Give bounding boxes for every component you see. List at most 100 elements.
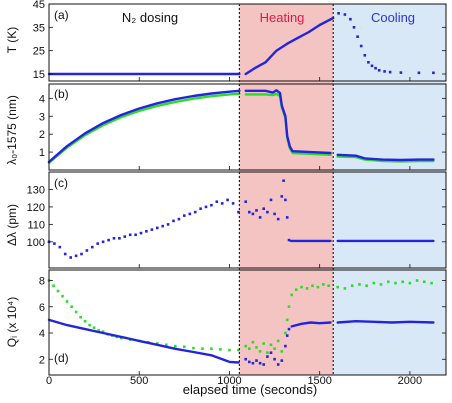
y-tick-label: 2 xyxy=(39,129,45,141)
data-point xyxy=(177,217,181,221)
data-point xyxy=(408,281,412,285)
data-point xyxy=(244,357,247,361)
panel-d-series xyxy=(47,279,435,366)
panel-frame xyxy=(48,83,447,171)
y-tick-label: 4 xyxy=(39,93,45,105)
data-point xyxy=(58,245,62,249)
data-point xyxy=(248,210,251,214)
x-tick-label: 1000 xyxy=(217,375,241,387)
data-point xyxy=(215,200,219,203)
data-point xyxy=(188,212,192,216)
data-point xyxy=(311,284,314,287)
panel-label-a: (a) xyxy=(54,8,69,22)
data-point xyxy=(383,70,386,73)
data-point xyxy=(356,35,359,38)
y-tick-label: 8 xyxy=(39,276,45,288)
data-point xyxy=(237,348,240,352)
y-tick-label: 2 xyxy=(39,354,45,366)
data-point xyxy=(123,235,127,238)
y-tick-label: 4 xyxy=(39,328,45,340)
phase-region-heating xyxy=(239,4,334,375)
data-point xyxy=(251,340,255,344)
data-point xyxy=(374,66,377,70)
data-point xyxy=(359,44,363,48)
data-point xyxy=(69,256,72,259)
data-point xyxy=(56,289,60,293)
data-point xyxy=(210,347,213,350)
data-layer xyxy=(47,12,435,366)
data-point xyxy=(269,198,273,202)
data-point xyxy=(379,283,383,286)
data-point xyxy=(327,284,330,287)
data-point xyxy=(322,283,325,286)
data-trace xyxy=(244,16,335,76)
data-point xyxy=(285,318,289,322)
panel-label-b: (b) xyxy=(54,87,69,101)
panel-a-series xyxy=(47,12,435,76)
data-point xyxy=(285,334,289,337)
data-point xyxy=(284,331,287,335)
data-point xyxy=(287,305,291,308)
data-point xyxy=(251,361,255,365)
data-point xyxy=(255,346,258,349)
y-tick-label: 35 xyxy=(33,22,45,34)
data-point xyxy=(273,212,276,216)
y-tick-label: 15 xyxy=(33,69,45,81)
data-point xyxy=(370,64,374,68)
data-trace xyxy=(336,153,435,162)
data-point xyxy=(193,210,197,214)
data-trace xyxy=(336,320,435,324)
data-point xyxy=(74,310,78,314)
data-point xyxy=(139,231,143,235)
data-point xyxy=(316,285,320,289)
data-point xyxy=(276,217,280,221)
data-point xyxy=(273,347,276,350)
data-point xyxy=(417,71,421,75)
y-tick-label: 130 xyxy=(27,184,45,196)
data-trace xyxy=(47,92,241,164)
y-tick-label: 110 xyxy=(27,219,45,231)
data-point xyxy=(258,361,262,365)
data-point xyxy=(367,61,370,64)
data-point xyxy=(290,293,293,297)
panel-frame xyxy=(48,3,447,82)
data-point xyxy=(96,242,99,245)
data-point xyxy=(65,300,69,303)
data-trace xyxy=(290,321,332,328)
data-point xyxy=(280,350,284,353)
data-point xyxy=(83,319,87,323)
data-point xyxy=(336,285,339,289)
data-trace xyxy=(336,155,435,163)
data-point xyxy=(358,283,361,286)
y-tick-label: 100 xyxy=(27,237,45,249)
data-point xyxy=(287,327,291,331)
y-tick-label: 1 xyxy=(39,147,45,159)
phase-region-cooling xyxy=(333,4,446,375)
data-point xyxy=(226,198,229,202)
data-point xyxy=(101,330,105,333)
data-point xyxy=(201,347,204,350)
data-point xyxy=(244,200,247,203)
panel-frame xyxy=(48,171,447,269)
y-axis-label-c: Δλ (pm) xyxy=(5,204,19,246)
phase-background-layer xyxy=(49,4,446,375)
data-point xyxy=(269,351,273,354)
data-point xyxy=(401,280,404,284)
data-point xyxy=(53,242,56,245)
data-point xyxy=(300,285,303,289)
data-point xyxy=(237,210,240,214)
y-tick-label: 25 xyxy=(33,46,45,58)
data-point xyxy=(343,13,347,16)
panel-frame xyxy=(48,269,447,376)
panel-label-d: (d) xyxy=(54,351,69,365)
y-tick-label: 120 xyxy=(27,202,45,214)
y-axis-label-b: λ₀-1575 (nm) xyxy=(5,95,19,165)
data-point xyxy=(415,279,419,282)
data-point xyxy=(372,281,376,285)
data-point xyxy=(388,70,392,74)
data-point xyxy=(262,207,265,210)
panel-c-series xyxy=(47,179,435,259)
data-point xyxy=(79,315,82,319)
data-point xyxy=(269,343,273,347)
